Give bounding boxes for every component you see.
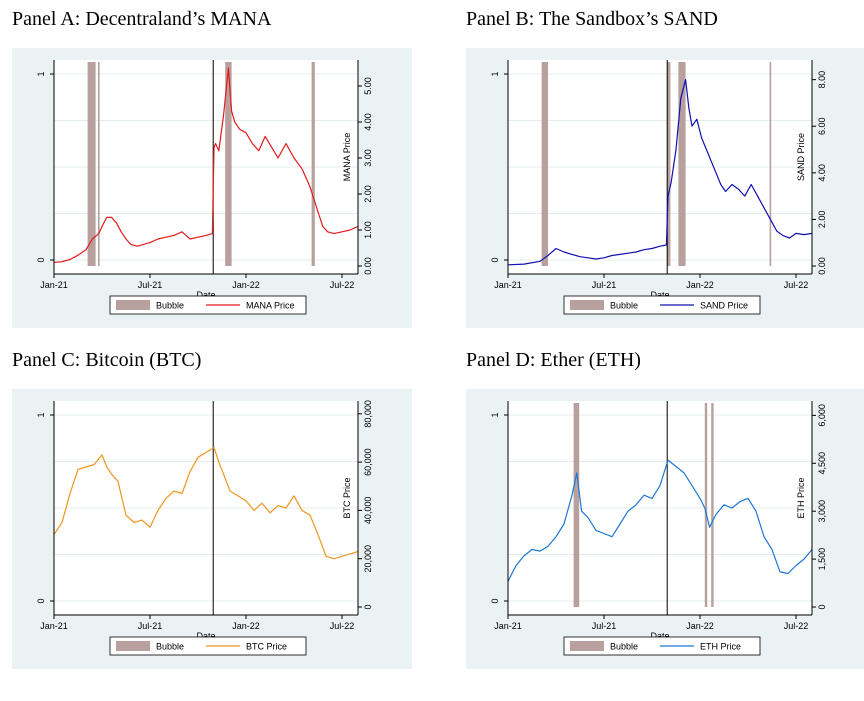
x-tick-label: Jan-22 bbox=[232, 621, 260, 631]
x-tick-label: Jul-21 bbox=[138, 621, 163, 631]
x-tick-label: Jan-21 bbox=[40, 280, 68, 290]
legend-bubble-swatch bbox=[116, 641, 150, 651]
x-axis-title: Date bbox=[650, 290, 669, 300]
legend-label: Bubble bbox=[156, 301, 184, 311]
legend-label: Bubble bbox=[156, 642, 184, 652]
series-line-price bbox=[507, 459, 813, 582]
panel-b: Panel B: The Sandbox’s SAND 0 1 0.00 2.00 4.… bbox=[466, 8, 864, 328]
bubble-band bbox=[87, 62, 96, 266]
left-tick-label: 0 bbox=[490, 598, 500, 603]
bubble-band bbox=[704, 403, 708, 607]
panel-title: Panel D: Ether (ETH) bbox=[466, 349, 641, 371]
right-tick-label: 3,000 bbox=[817, 500, 827, 523]
x-tick-label: Jul-22 bbox=[784, 280, 809, 290]
right-tick-label: 0 bbox=[817, 604, 827, 609]
left-tick-label: 0 bbox=[36, 598, 46, 603]
legend-bubble-swatch bbox=[570, 641, 604, 651]
legend-bubble-swatch bbox=[570, 300, 604, 310]
bubble-band bbox=[225, 62, 232, 266]
right-tick-label: 0 bbox=[363, 604, 373, 609]
right-axis-title: ETH Price bbox=[796, 477, 806, 518]
legend-label: MANA Price bbox=[246, 301, 295, 311]
bubble-band bbox=[573, 403, 580, 607]
panel-title: Panel B: The Sandbox’s SAND bbox=[466, 8, 718, 30]
x-tick-label: Jul-21 bbox=[592, 621, 617, 631]
left-tick-label: 0 bbox=[490, 257, 500, 262]
bubble-band bbox=[769, 62, 772, 266]
bubble-band bbox=[311, 62, 315, 266]
panel-c: Panel C: Bitcoin (BTC) 0 1 0 20,000 40,000 60… bbox=[12, 349, 412, 669]
right-axis-title: BTC Price bbox=[342, 477, 352, 518]
chart-panel-c: 0 1 0 20,000 40,000 60,000 80,000 BTC Price Jan-… bbox=[36, 400, 373, 656]
right-tick-label: 8.00 bbox=[817, 71, 827, 89]
panel-d: Panel D: Ether (ETH) 0 1 0 1,500 3,000 4,500 6… bbox=[466, 349, 864, 669]
left-tick-label: 1 bbox=[36, 412, 46, 417]
left-tick-label: 1 bbox=[490, 412, 500, 417]
right-tick-label: 80,000 bbox=[363, 400, 373, 428]
x-tick-label: Jul-21 bbox=[138, 280, 163, 290]
legend-bubble-swatch bbox=[116, 300, 150, 310]
x-tick-label: Jan-22 bbox=[686, 621, 714, 631]
series-line-price bbox=[53, 67, 359, 263]
right-tick-label: 4,500 bbox=[817, 452, 827, 475]
bubble-band bbox=[667, 62, 671, 266]
right-tick-label: 20,000 bbox=[363, 545, 373, 573]
series-line-price bbox=[507, 79, 813, 266]
bubble-band bbox=[711, 403, 714, 607]
right-tick-label: 6.00 bbox=[817, 117, 827, 135]
right-tick-label: 2.00 bbox=[363, 185, 373, 203]
legend-label: BTC Price bbox=[246, 642, 287, 652]
right-tick-label: 6,000 bbox=[817, 404, 827, 427]
chart-panel-b: 0 1 0.00 2.00 4.00 6.00 8.00 SAND Price Jan-21 Ju… bbox=[490, 60, 827, 315]
left-tick-label: 1 bbox=[490, 71, 500, 76]
series-line-price bbox=[53, 447, 359, 560]
x-axis-title: Date bbox=[196, 290, 215, 300]
panel-a: Panel A: Decentraland’s MANA 0 1 0.00 1.00 2… bbox=[12, 8, 412, 328]
right-tick-label: 60,000 bbox=[363, 448, 373, 476]
x-axis-title: Date bbox=[650, 631, 669, 641]
x-tick-label: Jan-22 bbox=[232, 280, 260, 290]
x-tick-label: Jan-21 bbox=[494, 280, 522, 290]
x-tick-label: Jul-22 bbox=[330, 621, 355, 631]
bubble-band bbox=[98, 62, 100, 266]
x-tick-label: Jul-21 bbox=[592, 280, 617, 290]
right-axis-title: MANA Price bbox=[342, 133, 352, 182]
x-axis-title: Date bbox=[196, 631, 215, 641]
right-tick-label: 5.00 bbox=[363, 77, 373, 95]
legend-label: Bubble bbox=[610, 642, 638, 652]
legend-label: Bubble bbox=[610, 301, 638, 311]
right-tick-label: 1.00 bbox=[363, 221, 373, 239]
legend-label: SAND Price bbox=[700, 301, 748, 311]
x-tick-label: Jul-22 bbox=[330, 280, 355, 290]
bubble-band bbox=[678, 62, 686, 266]
left-tick-label: 0 bbox=[36, 257, 46, 262]
right-tick-label: 40,000 bbox=[363, 497, 373, 525]
bubble-band bbox=[541, 62, 548, 266]
right-tick-label: 2.00 bbox=[817, 211, 827, 229]
x-tick-label: Jan-22 bbox=[686, 280, 714, 290]
left-tick-label: 1 bbox=[36, 71, 46, 76]
right-tick-label: 0.00 bbox=[363, 257, 373, 275]
right-tick-label: 1,500 bbox=[817, 548, 827, 571]
x-tick-label: Jan-21 bbox=[40, 621, 68, 631]
chart-panel-d: 0 1 0 1,500 3,000 4,500 6,000 ETH Price Jan-21 Ju… bbox=[490, 401, 827, 656]
right-tick-label: 3.00 bbox=[363, 149, 373, 167]
right-axis-title: SAND Price bbox=[796, 133, 806, 181]
right-tick-label: 0.00 bbox=[817, 257, 827, 275]
x-tick-label: Jul-22 bbox=[784, 621, 809, 631]
right-tick-label: 4.00 bbox=[817, 164, 827, 182]
legend-label: ETH Price bbox=[700, 642, 741, 652]
chart-panel-a: 0 1 0.00 1.00 2.00 3.00 4.00 5.00 MANA Price Jan-… bbox=[36, 60, 373, 315]
panel-title: Panel A: Decentraland’s MANA bbox=[12, 8, 272, 30]
right-tick-label: 4.00 bbox=[363, 113, 373, 131]
x-tick-label: Jan-21 bbox=[494, 621, 522, 631]
panel-title: Panel C: Bitcoin (BTC) bbox=[12, 349, 202, 371]
